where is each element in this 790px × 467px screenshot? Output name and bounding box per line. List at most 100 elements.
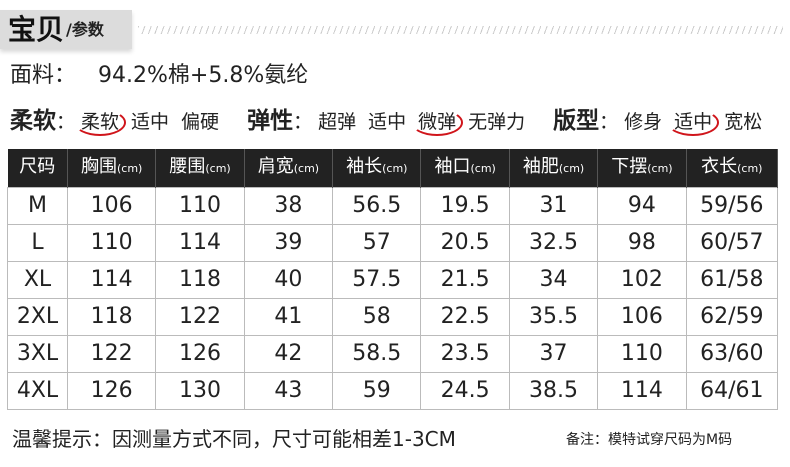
value-cell: 32.5 — [508, 224, 599, 262]
value-cell: 19.5 — [420, 187, 510, 225]
size-cell: XL — [7, 261, 68, 299]
attribute-option: 偏硬 — [181, 110, 220, 133]
size-cell: M — [7, 187, 68, 225]
column-name: 袖长 — [346, 156, 383, 177]
value-cell: 126 — [155, 335, 245, 373]
value-cell: 24.5 — [420, 372, 510, 410]
column-unit: (cm) — [470, 162, 496, 175]
value-cell: 57.5 — [332, 261, 422, 299]
value-cell: 43 — [243, 372, 334, 410]
column-name: 胸围 — [80, 156, 117, 177]
column-unit: (cm) — [737, 162, 763, 175]
value-cell: 118 — [66, 298, 157, 336]
attribute-label: 版型 — [553, 107, 600, 134]
attribute-group: 版型： 修身 适中 宽松 — [553, 107, 763, 134]
column-header: 胸围(cm) — [67, 149, 157, 188]
value-cell: 41 — [243, 298, 334, 336]
value-cell: 122 — [66, 335, 157, 373]
value-cell: 58.5 — [332, 335, 422, 373]
value-cell: 62/59 — [685, 298, 779, 336]
attribute-option: 适中 — [131, 110, 170, 133]
value-cell: 98 — [597, 224, 687, 262]
value-cell: 60/57 — [685, 224, 779, 262]
column-name: 袖口 — [434, 156, 471, 177]
value-cell: 110 — [66, 224, 157, 262]
column-unit: (cm) — [116, 162, 143, 175]
section-title: 宝贝 — [8, 12, 65, 46]
selected-option: 微弹 — [418, 110, 457, 133]
value-cell: 130 — [155, 372, 245, 410]
value-cell: 61/58 — [685, 261, 779, 299]
value-cell: 102 — [597, 261, 687, 299]
column-unit: (cm) — [205, 162, 231, 175]
table-row: XL 114 118 40 57.5 21.5 34 102 61/58 — [7, 261, 779, 299]
value-cell: 21.5 — [420, 261, 510, 299]
size-cell: 2XL — [7, 298, 68, 336]
section-subtitle: /参数 — [66, 19, 104, 39]
value-cell: 38 — [243, 187, 334, 225]
column-name: 下摆 — [611, 156, 648, 177]
table-row: 3XL 122 126 42 58.5 23.5 37 110 63/60 — [7, 335, 779, 373]
value-cell: 59 — [332, 372, 422, 410]
column-unit: (cm) — [558, 162, 585, 175]
column-header: 肩宽(cm) — [244, 149, 334, 188]
value-cell: 31 — [508, 187, 599, 225]
selected-option: 柔软 — [81, 110, 120, 133]
value-cell: 64/61 — [685, 372, 779, 410]
value-cell: 42 — [243, 335, 334, 373]
attribute-option: 适中 — [368, 110, 407, 133]
divider — [138, 26, 783, 34]
column-name: 肩宽 — [257, 156, 294, 177]
value-cell: 39 — [243, 224, 334, 262]
fabric-value: 94.2%棉+5.8%氨纶 — [98, 63, 309, 88]
attribute-option: 修身 — [624, 110, 663, 133]
value-cell: 38.5 — [508, 372, 599, 410]
column-header: 衣长(cm) — [686, 149, 779, 188]
value-cell: 22.5 — [420, 298, 510, 336]
attribute-label: 弹性 — [247, 107, 294, 134]
attribute-option: 无弹力 — [468, 110, 526, 133]
value-cell: 122 — [155, 298, 245, 336]
column-unit: (cm) — [293, 162, 320, 175]
value-cell: 114 — [597, 372, 687, 410]
value-cell: 56.5 — [332, 187, 422, 225]
value-cell: 20.5 — [420, 224, 510, 262]
size-table: 尺码 胸围(cm) 腰围(cm) 肩宽(cm) 袖长(cm) 袖口(cm) 袖肥(cm) 下摆… — [7, 149, 779, 410]
value-cell: 106 — [597, 298, 687, 336]
size-cell: L — [7, 224, 68, 262]
column-header: 尺码 — [7, 149, 68, 188]
column-name: 袖肥 — [522, 156, 559, 177]
column-header: 下摆(cm) — [597, 149, 687, 188]
value-cell: 110 — [155, 187, 245, 225]
value-cell: 106 — [66, 187, 157, 225]
size-cell: 4XL — [7, 372, 68, 410]
value-cell: 23.5 — [420, 335, 510, 373]
value-cell: 63/60 — [685, 335, 779, 373]
fabric-info: 面料： 94.2%棉+5.8%氨纶 — [10, 63, 308, 89]
value-cell: 114 — [155, 224, 245, 262]
fabric-label: 面料： — [10, 63, 77, 88]
attribute-option: 超弹 — [318, 110, 357, 133]
value-cell: 59/56 — [685, 187, 779, 225]
column-header: 腰围(cm) — [155, 149, 245, 188]
column-name: 衣长 — [701, 156, 738, 177]
attribute-group: 弹性： 超弹 适中 微弹 无弹力 — [247, 107, 526, 134]
column-name: 腰围 — [169, 156, 206, 177]
value-cell: 34 — [508, 261, 599, 299]
value-cell: 110 — [597, 335, 687, 373]
value-cell: 94 — [597, 187, 687, 225]
table-row: M 106 110 38 56.5 19.5 31 94 59/56 — [7, 187, 779, 225]
column-name: 尺码 — [19, 156, 56, 177]
column-header: 袖长(cm) — [332, 149, 422, 188]
measurement-tip: 温馨提示：因测量方式不同，尺寸可能相差1-3CM — [12, 427, 456, 451]
table-row: L 110 114 39 57 20.5 32.5 98 60/57 — [7, 224, 779, 262]
column-unit: (cm) — [382, 162, 408, 175]
value-cell: 58 — [332, 298, 422, 336]
table-row: 4XL 126 130 43 59 24.5 38.5 114 64/61 — [7, 372, 779, 410]
model-note: 备注：模特试穿尺码为M码 — [566, 432, 733, 448]
column-unit: (cm) — [647, 162, 673, 175]
value-cell: 126 — [66, 372, 157, 410]
value-cell: 35.5 — [508, 298, 599, 336]
attribute-option: 宽松 — [724, 110, 763, 133]
attribute-line: 柔软： 柔软 适中 偏硬 弹性： 超弹 适中 微弹 无弹力 版型： 修身 适中 宽松 — [10, 107, 790, 135]
